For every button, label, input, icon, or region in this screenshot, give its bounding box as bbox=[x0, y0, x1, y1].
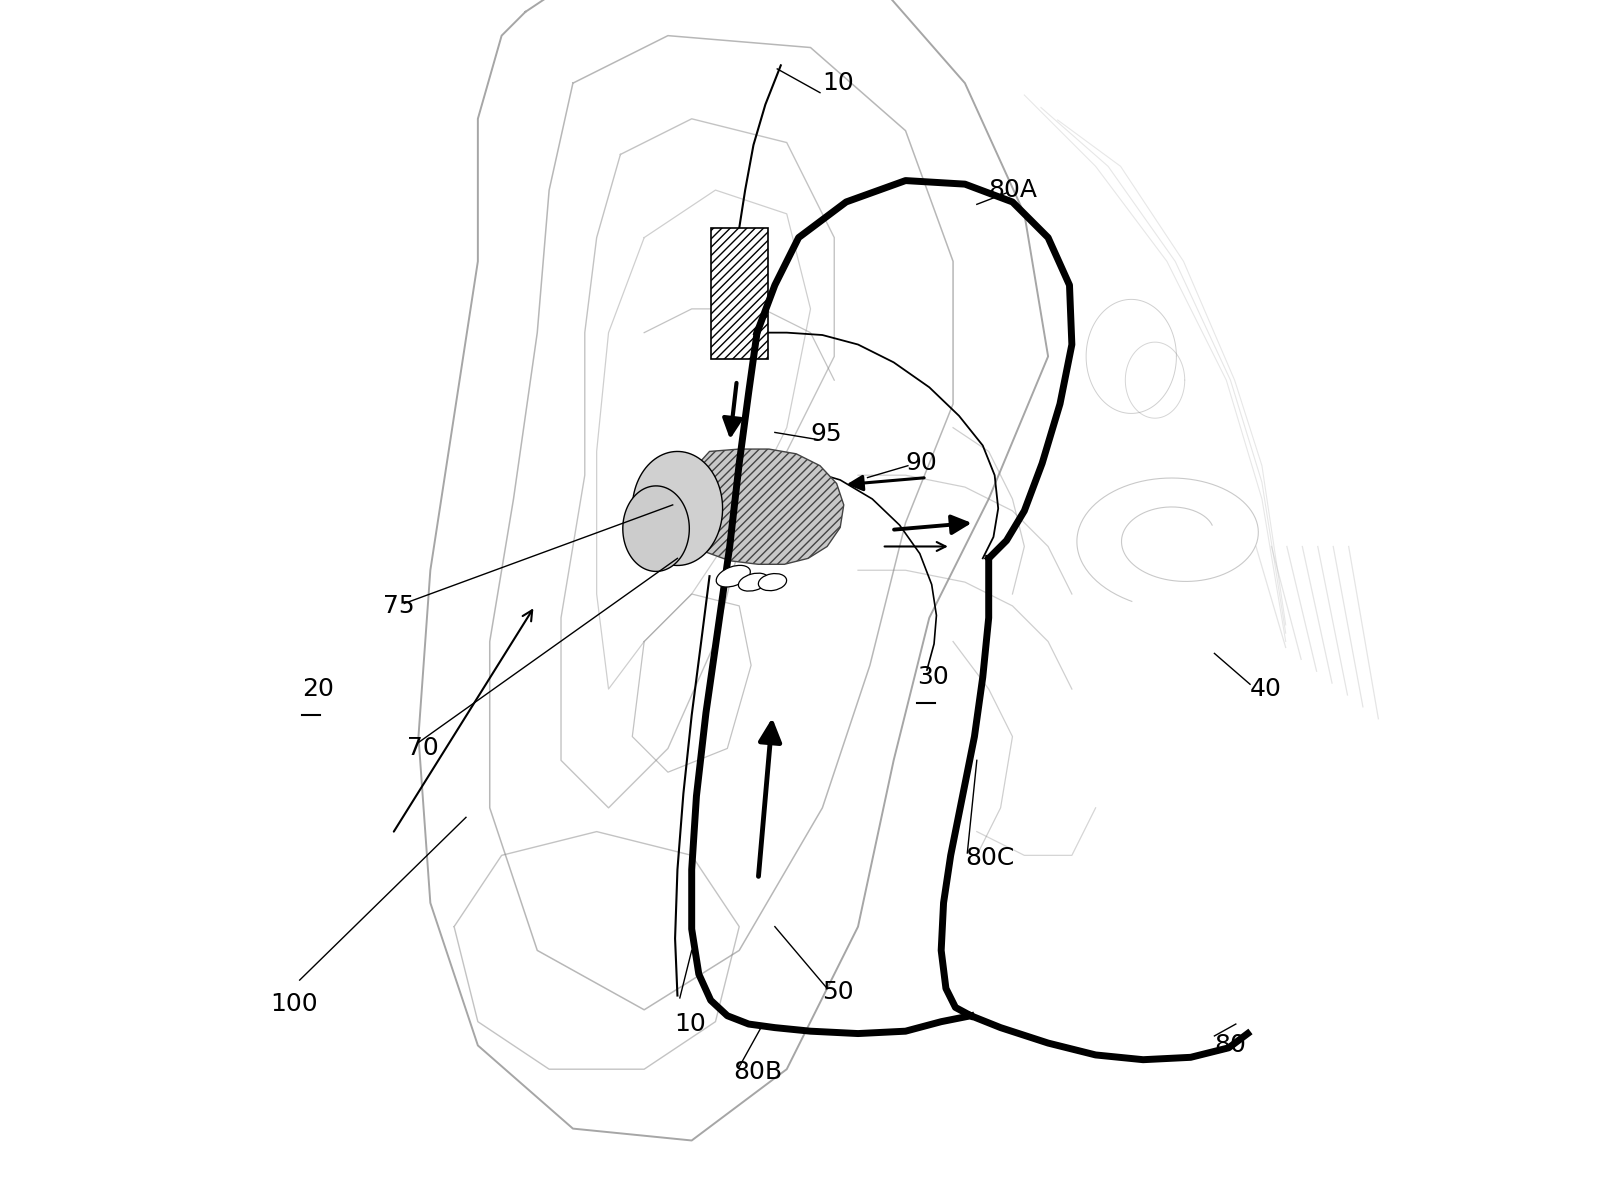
Bar bbox=[710, 228, 768, 359]
Text: 80C: 80C bbox=[964, 846, 1015, 870]
Polygon shape bbox=[673, 449, 845, 564]
Ellipse shape bbox=[759, 574, 786, 590]
Ellipse shape bbox=[739, 573, 768, 592]
Text: 100: 100 bbox=[271, 992, 318, 1016]
Text: 10: 10 bbox=[822, 71, 854, 95]
Polygon shape bbox=[622, 486, 689, 571]
Polygon shape bbox=[632, 451, 723, 565]
Text: 40: 40 bbox=[1250, 677, 1282, 701]
Text: 80: 80 bbox=[1214, 1034, 1247, 1057]
Text: 20: 20 bbox=[302, 677, 334, 701]
Text: 70: 70 bbox=[407, 737, 438, 760]
Text: 50: 50 bbox=[822, 980, 854, 1004]
Text: 80B: 80B bbox=[733, 1060, 783, 1083]
Text: 80A: 80A bbox=[989, 178, 1037, 202]
Ellipse shape bbox=[716, 565, 751, 587]
Text: 75: 75 bbox=[383, 594, 415, 618]
Text: 95: 95 bbox=[810, 422, 843, 446]
Text: 90: 90 bbox=[906, 451, 937, 475]
Text: 10: 10 bbox=[674, 1012, 705, 1036]
Text: 30: 30 bbox=[917, 665, 950, 689]
